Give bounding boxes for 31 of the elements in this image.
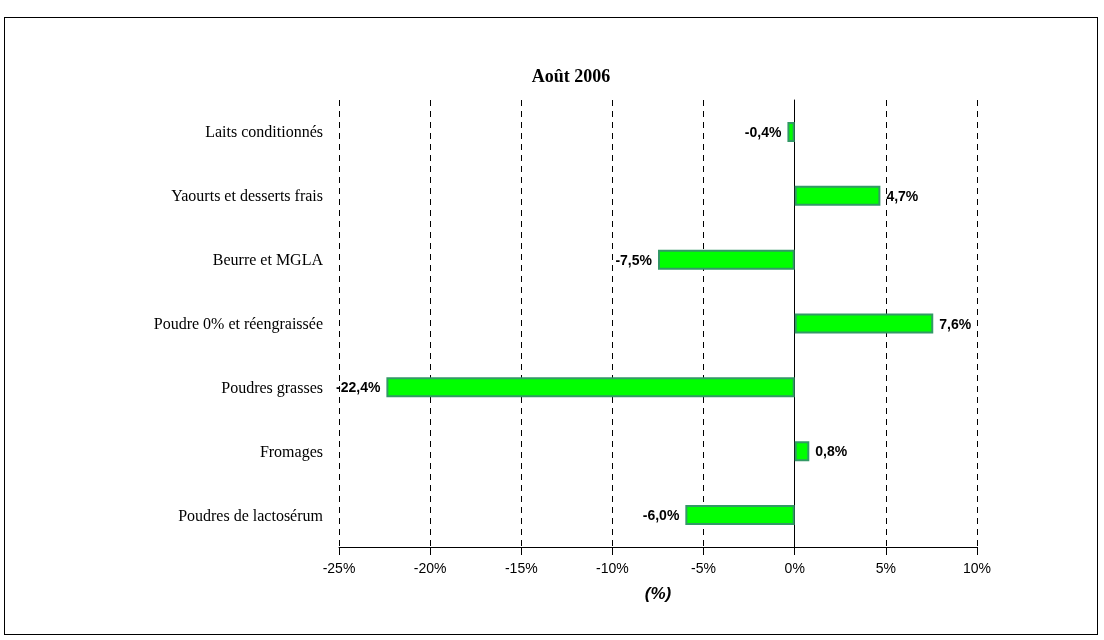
x-tick-label: -25% <box>322 560 356 576</box>
x-tick-label: 0% <box>784 560 805 576</box>
bar <box>794 441 810 462</box>
x-axis-title: (%) <box>644 584 672 603</box>
data-label: -0,4% <box>744 123 782 140</box>
bar <box>658 249 795 270</box>
data-label: 7,6% <box>939 315 972 332</box>
bar <box>794 185 881 206</box>
data-label: 0,8% <box>815 443 848 460</box>
data-label: 4,7% <box>886 187 919 204</box>
data-label: -22,4% <box>336 379 381 396</box>
x-tick-label: 5% <box>875 560 896 576</box>
bar <box>386 377 795 398</box>
data-label: -6,0% <box>642 507 680 524</box>
y-tick-label: Poudres de lactosérum <box>178 506 324 524</box>
y-tick-label: Fromages <box>259 442 323 461</box>
bar <box>685 505 795 526</box>
y-tick-label: Poudre 0% et réengraissée <box>153 315 323 333</box>
y-tick-label: Beurre et MGLA <box>212 251 324 269</box>
x-tick-label: -15% <box>504 560 538 576</box>
data-label: -7,5% <box>615 251 653 268</box>
x-tick-label: -10% <box>596 560 629 576</box>
y-tick-label: Yaourts et desserts frais <box>171 187 323 205</box>
x-tick-label: -20% <box>413 560 447 576</box>
bar <box>787 121 795 142</box>
y-tick-label: Poudres grasses <box>221 378 323 397</box>
y-tick-label: Laits conditionnés <box>205 123 323 141</box>
bar <box>794 313 934 334</box>
chart-title: Août 2006 <box>531 66 611 86</box>
x-tick-label: -5% <box>691 560 717 576</box>
x-tick-label: 10% <box>962 560 992 576</box>
